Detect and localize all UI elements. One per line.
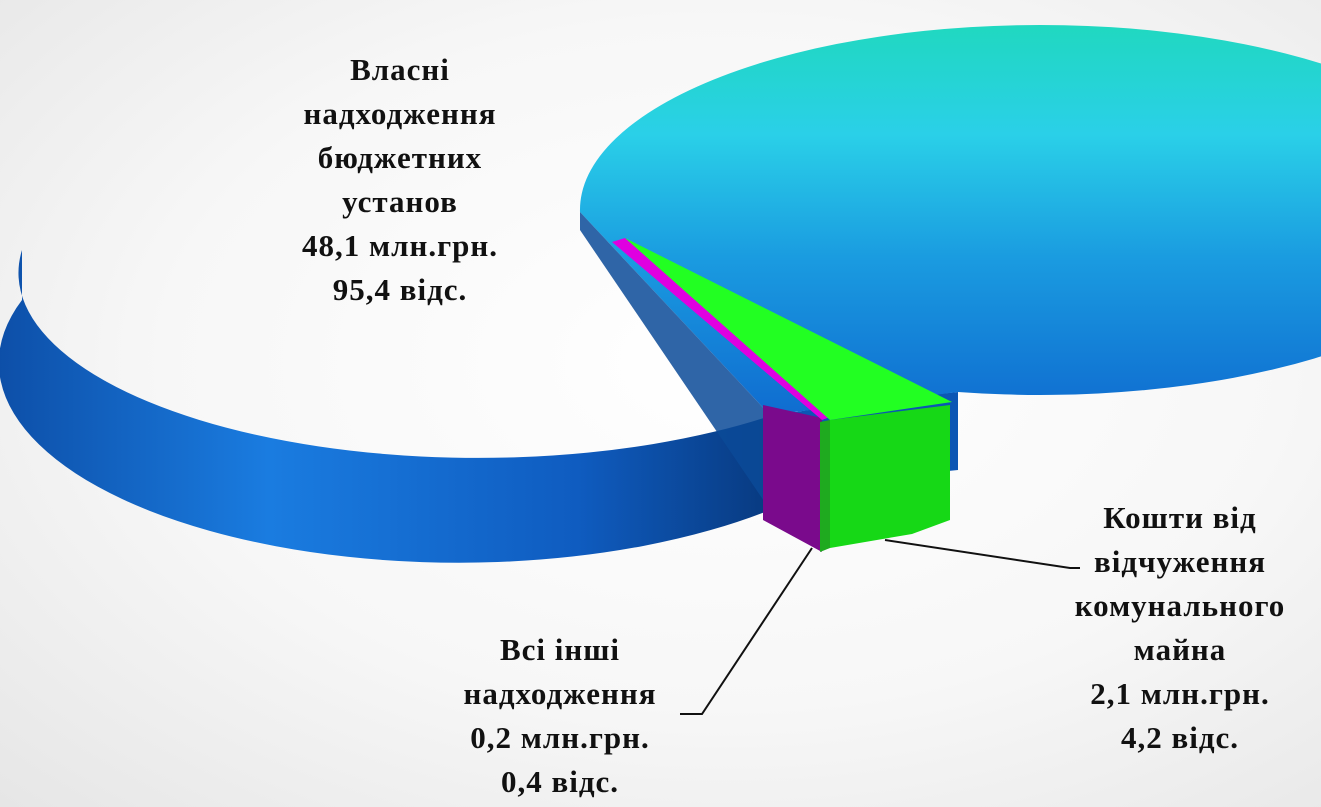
label-main-line: надходження bbox=[303, 96, 497, 131]
label-other: Всі інші надходження 0,2 млн.грн. 0,4 відс. bbox=[400, 628, 720, 804]
slice-sale bbox=[625, 238, 952, 420]
leader-line-other bbox=[680, 547, 813, 715]
label-main-line: бюджетних bbox=[317, 140, 483, 175]
label-other-line: 0,4 відс. bbox=[500, 764, 620, 799]
slice-main-side bbox=[0, 250, 770, 563]
slice-other-side bbox=[763, 405, 822, 552]
label-other-line: надходження bbox=[463, 676, 657, 711]
label-main-line: 48,1 млн.грн. bbox=[301, 228, 499, 263]
label-sale-line: 4,2 відс. bbox=[1120, 720, 1240, 755]
label-other-line: Всі інші bbox=[499, 632, 621, 667]
label-main-line: установ bbox=[342, 184, 458, 219]
label-other-line: 0,2 млн.грн. bbox=[470, 720, 650, 755]
label-sale-line: комунального bbox=[1074, 588, 1286, 623]
slice-main-cut-face bbox=[580, 212, 770, 510]
label-main-line: 95,4 відс. bbox=[332, 272, 468, 307]
leader-line-sale bbox=[884, 539, 1080, 569]
label-sale-line: 2,1 млн.грн. bbox=[1090, 676, 1270, 711]
slice-other bbox=[612, 238, 830, 420]
label-sale: Кошти від відчуження комунального майна 2,1 … bbox=[1040, 496, 1320, 760]
label-sale-line: майна bbox=[1133, 632, 1227, 667]
label-main-line: Власні bbox=[350, 52, 450, 87]
slice-sale-side-front bbox=[830, 405, 950, 548]
label-sale-line: Кошти від bbox=[1103, 500, 1257, 535]
label-main: Власні надходження бюджетних установ 48,1 мл… bbox=[200, 48, 600, 312]
slice-sale-side-left bbox=[820, 420, 830, 552]
label-sale-line: відчуження bbox=[1094, 544, 1266, 579]
